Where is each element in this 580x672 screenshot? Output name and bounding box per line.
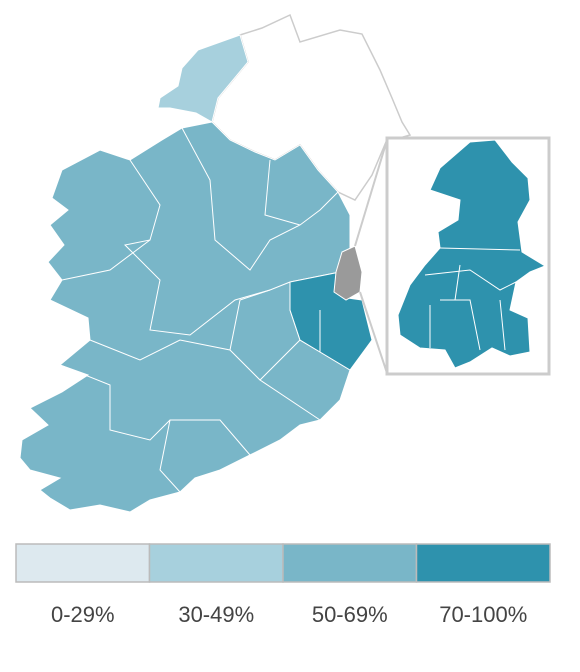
inset-connector bbox=[359, 291, 388, 374]
legend-swatch bbox=[415, 543, 551, 583]
legend-label: 0-29% bbox=[51, 602, 115, 627]
legend: 0-29% 30-49% 50-69% 70-100% bbox=[15, 543, 551, 627]
region bbox=[397, 139, 547, 369]
inset-borders bbox=[424, 247, 521, 351]
legend-swatch bbox=[15, 543, 151, 583]
legend-swatch bbox=[282, 543, 418, 583]
dublin bbox=[333, 245, 363, 301]
legend-label: 30-49% bbox=[178, 602, 254, 627]
legend-label: 50-69% bbox=[312, 602, 388, 627]
legend-label: 70-100% bbox=[439, 602, 527, 627]
county-borders bbox=[59, 127, 339, 493]
inset-connector bbox=[354, 139, 388, 247]
legend-swatch bbox=[148, 543, 284, 583]
region bbox=[157, 34, 249, 123]
